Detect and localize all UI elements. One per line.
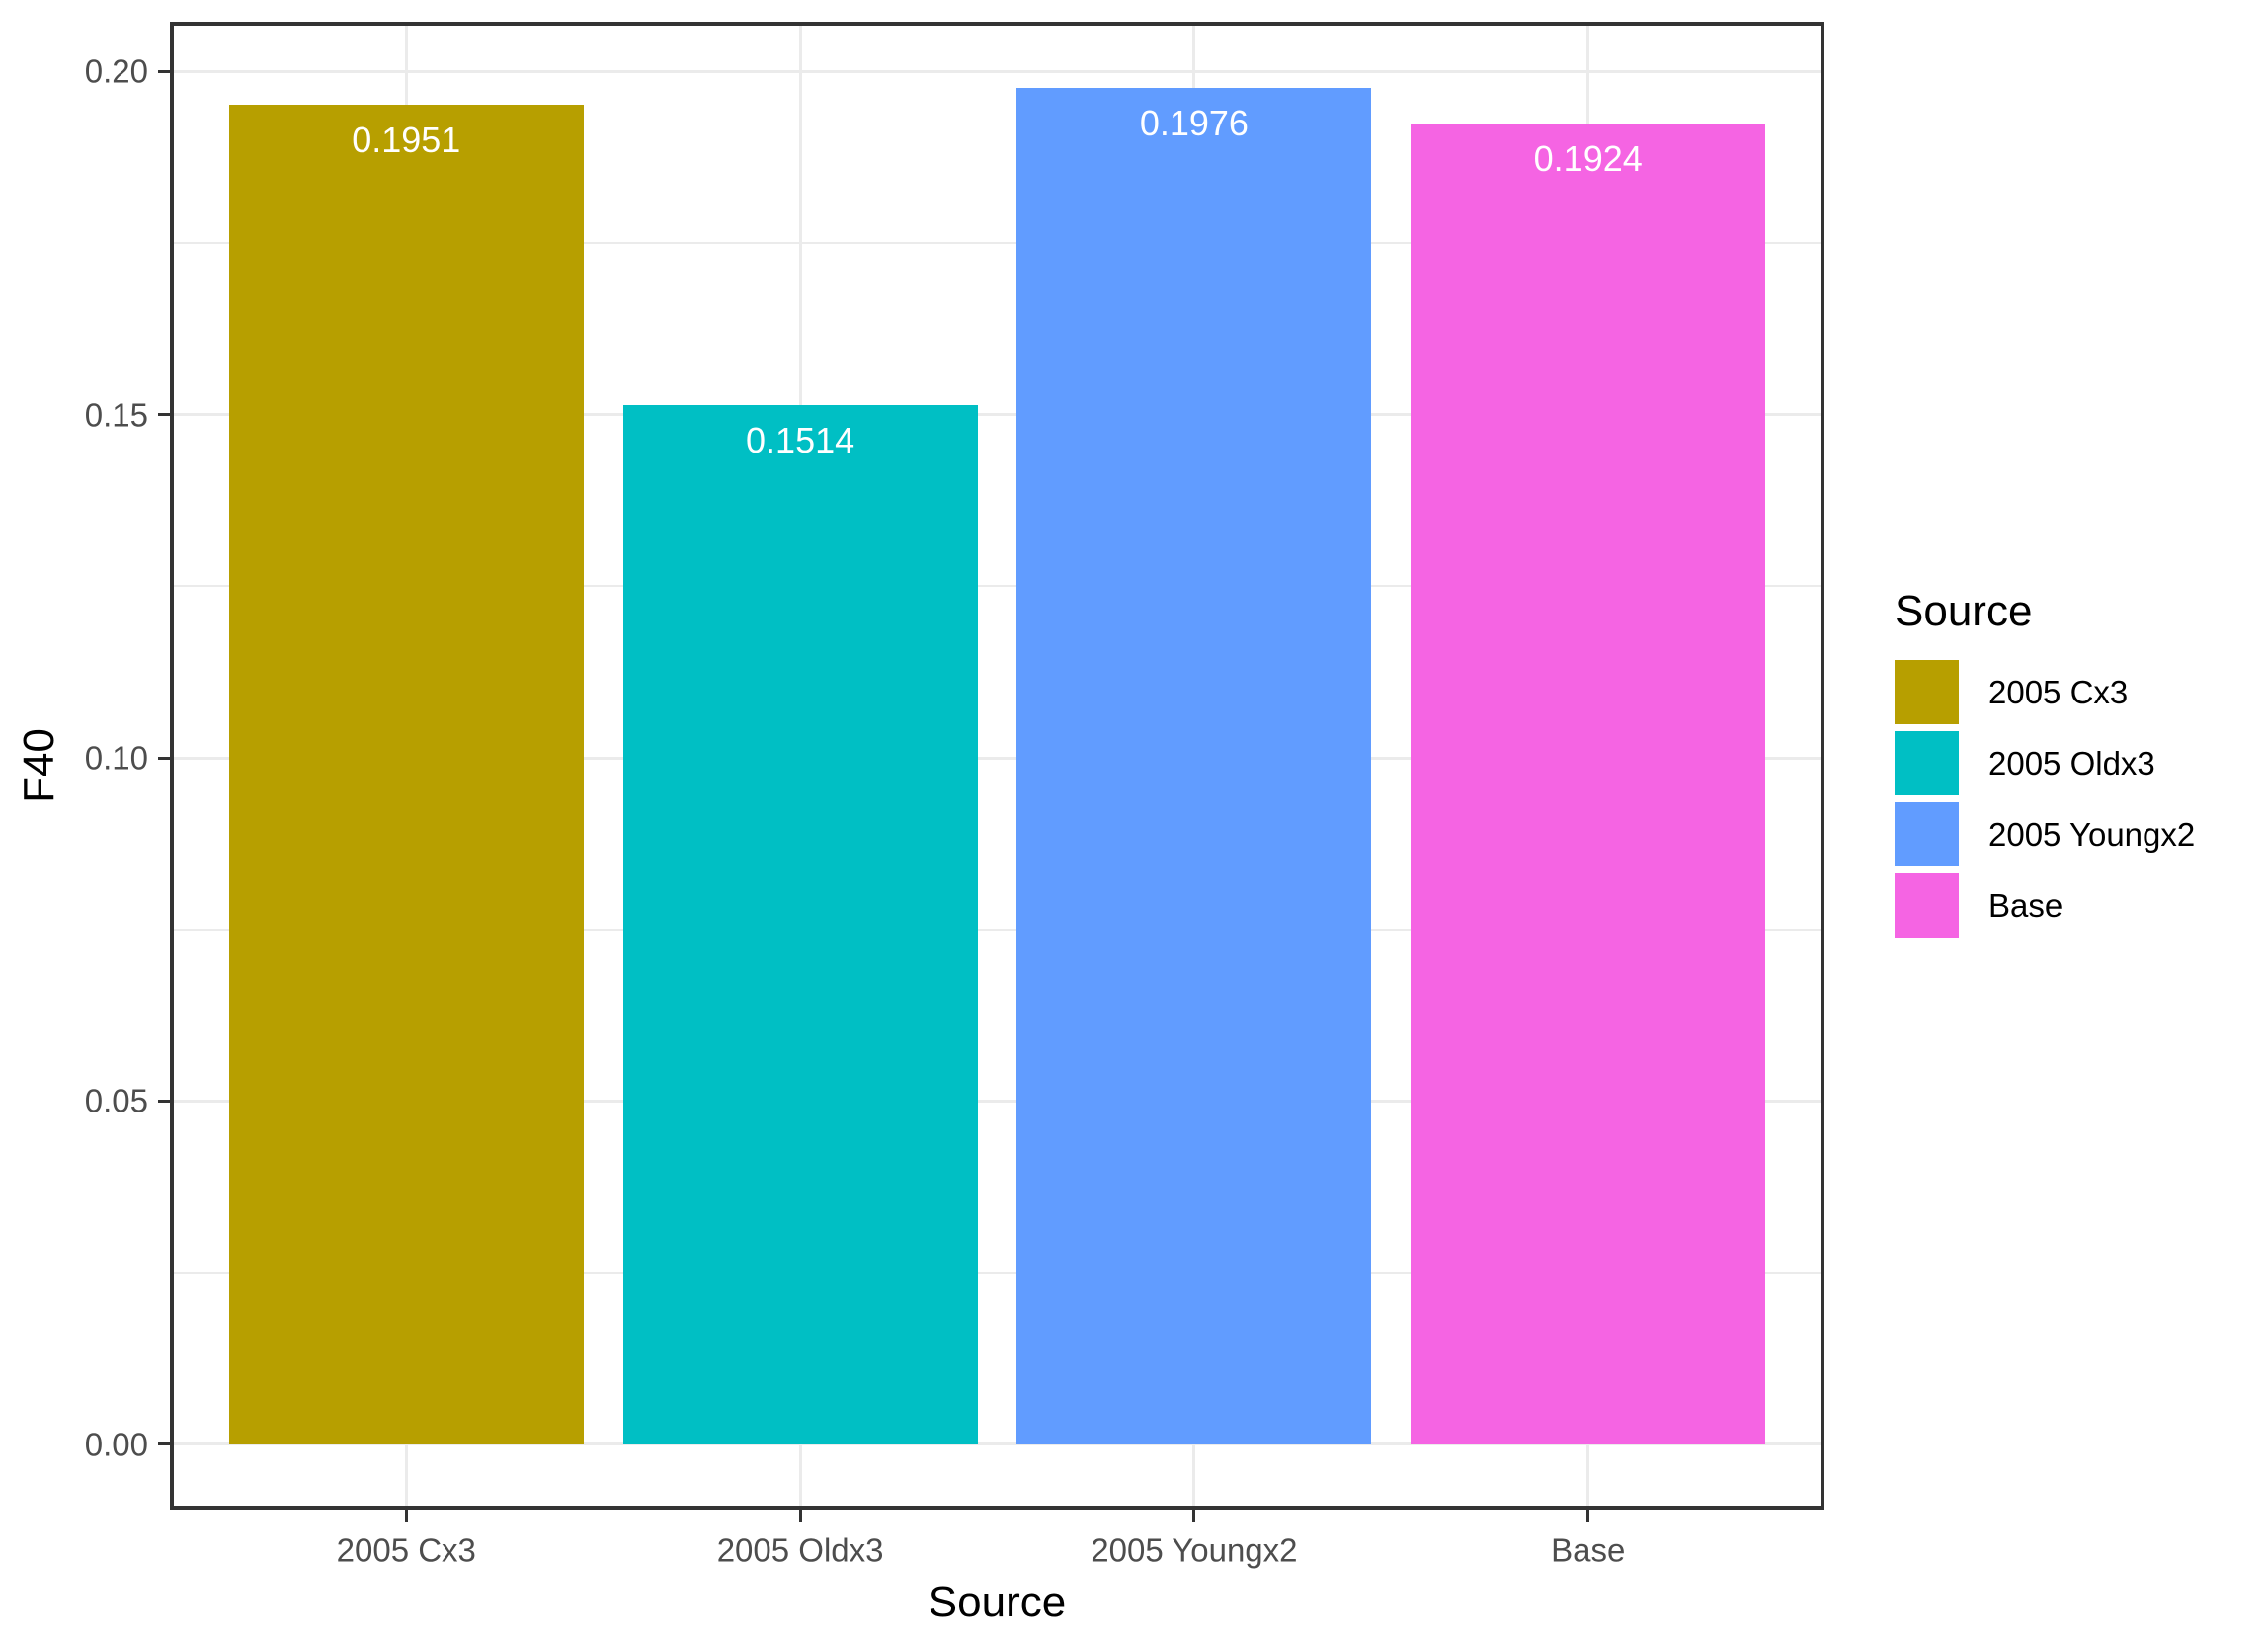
bar-value-label: 0.1514 [746,419,855,460]
gridline-major-horizontal [170,1099,1824,1103]
y-tick-label: 0.20 [84,52,148,90]
legend-key-swatch [1895,731,1959,795]
gridline-minor-horizontal [170,1272,1824,1275]
gridline-major-horizontal [170,413,1824,417]
y-tick-label: 0.15 [84,396,148,434]
y-tick-mark [158,1099,170,1103]
bar-2005-cx3: 0.1951 [228,105,584,1444]
legend-item-label: 2005 Cx3 [1988,674,2129,710]
x-tick-label-2005-youngx2: 2005 Youngx2 [1091,1531,1298,1569]
legend-key-swatch [1895,873,1959,938]
y-axis-title: F40 [15,728,63,803]
x-tick-label-base: Base [1551,1531,1626,1569]
legend-item-label: 2005 Oldx3 [1988,745,2155,782]
y-tick-mark [158,756,170,760]
gridline-major-horizontal [170,69,1824,73]
legend-key-swatch [1895,802,1959,866]
plot-panel: 0.1951 0.1514 0.1976 0.1924 [170,22,1824,1510]
y-tick-label: 0.05 [84,1082,148,1119]
legend-item-2005-oldx3: 2005 Oldx3 [1895,731,2195,795]
bar-2005-oldx3: 0.1514 [622,404,978,1444]
x-tick-mark [1192,1510,1196,1522]
bar-2005-youngx2: 0.1976 [1016,87,1372,1444]
legend-item-label: 2005 Youngx2 [1988,816,2196,853]
y-tick-label: 0.00 [84,1426,148,1463]
gridline-minor-horizontal [170,928,1824,931]
y-tick-mark [158,413,170,417]
x-tick-mark [1586,1510,1590,1522]
legend-item-base: Base [1895,873,2195,938]
legend-item-2005-youngx2: 2005 Youngx2 [1895,802,2195,866]
legend-item-label: Base [1988,887,2064,924]
legend-item-2005-cx3: 2005 Cx3 [1895,660,2195,724]
bar-value-label: 0.1924 [1533,137,1643,179]
legend-key-swatch [1895,660,1959,724]
legend-items: 2005 Cx3 2005 Oldx3 2005 Youngx2 Base [1895,660,2195,938]
x-tick-label-2005-cx3: 2005 Cx3 [336,1531,476,1569]
y-tick-mark [158,69,170,73]
gridline-major-horizontal [170,1442,1824,1446]
x-tick-label-2005-oldx3: 2005 Oldx3 [716,1531,884,1569]
y-tick-label: 0.10 [84,739,148,777]
x-tick-mark [404,1510,408,1522]
gridline-minor-horizontal [170,585,1824,588]
gridline-minor-horizontal [170,241,1824,244]
bar-value-label: 0.1951 [352,120,461,161]
legend: Source 2005 Cx3 2005 Oldx3 2005 Youngx2 Bas… [1895,588,2195,945]
y-tick-mark [158,1442,170,1446]
x-axis-title: Source [928,1578,1067,1626]
legend-title: Source [1895,587,2033,635]
x-tick-mark [798,1510,802,1522]
bar-value-label: 0.1976 [1139,102,1249,143]
gridline-major-horizontal [170,756,1824,760]
bar-base: 0.1924 [1411,123,1766,1444]
